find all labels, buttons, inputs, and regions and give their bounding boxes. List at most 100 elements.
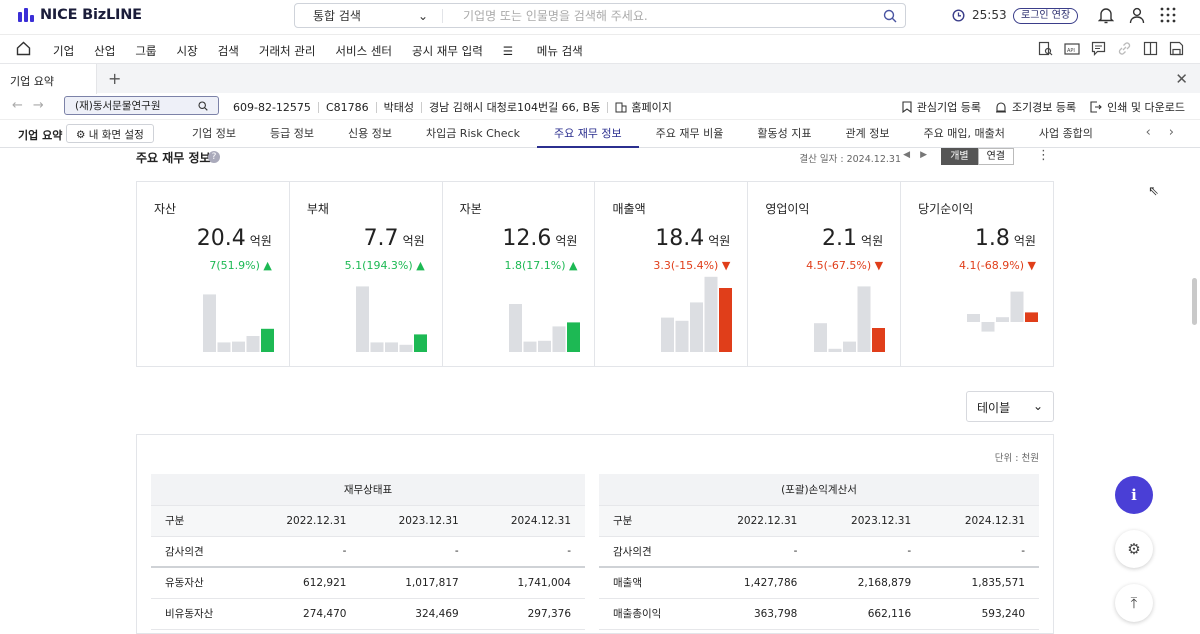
view-mode-select[interactable]: 테이블 ⌄ [966, 391, 1054, 422]
metric-card[interactable]: 자산 20.4 억원 7(51.9%) ▲ [137, 182, 290, 366]
table-cell: 1,017,817 [360, 567, 473, 599]
session-timer: 25:53 [952, 8, 1007, 22]
caret-right-icon[interactable]: ▶ [920, 150, 937, 160]
settings-button[interactable]: ⚙ [1115, 530, 1153, 568]
scrollbar[interactable] [1192, 278, 1197, 325]
subnav-tab[interactable]: 관계 정보 [845, 127, 890, 140]
screen-settings-button[interactable]: ⚙ 내 화면 설정 [66, 124, 154, 143]
menu-item-disclosure-input[interactable]: 공시 재무 입력 [411, 44, 483, 58]
brand-logo[interactable]: NICE BizLINE [18, 7, 142, 23]
save-icon[interactable] [1169, 41, 1184, 56]
more-options-icon[interactable]: ⋮ [1037, 148, 1050, 163]
metric-change-value: 4.1(-68.9%) [959, 259, 1024, 272]
info-icon: i [1131, 486, 1137, 504]
menu-item-industry[interactable]: 산업 [94, 44, 116, 58]
metric-card[interactable]: 부채 7.7 억원 5.1(194.3%) ▲ [290, 182, 443, 366]
table-cell: 유동자산 [151, 567, 249, 599]
login-extend-button[interactable]: 로그인 연장 [1013, 8, 1079, 24]
company-meta: 609-82-12575 C81786 박태성 경남 김해시 대청로104번길 … [233, 99, 672, 115]
mini-chart-bar [261, 328, 274, 352]
metric-mini-chart [203, 294, 274, 352]
search-icon[interactable] [198, 100, 208, 111]
chat-icon[interactable] [1091, 41, 1106, 56]
toggle-separate[interactable]: 개별 [941, 148, 978, 165]
table-cell: - [925, 536, 1039, 568]
tab-company-summary[interactable]: 기업 요약 [0, 64, 97, 94]
table-cell: 612,921 [248, 567, 361, 599]
menu-item-menu-search[interactable]: ☰ 메뉴 검색 [503, 43, 603, 59]
mini-chart-bar [566, 322, 580, 352]
scroll-top-button[interactable]: ⤒ [1115, 584, 1153, 622]
menu-item-company[interactable]: 기업 [53, 44, 75, 58]
settlement-date: 결산 일자 : 2024.12.31 [799, 154, 901, 165]
user-icon[interactable] [1129, 7, 1145, 24]
table-row: 비유동자산 274,470 324,469 297,376 [151, 598, 585, 630]
chevron-down-icon: ⌄ [417, 8, 428, 23]
api-icon[interactable]: API [1064, 41, 1080, 56]
caret-left-icon[interactable]: ◀ [903, 150, 921, 160]
subnav-tab[interactable]: 기업 정보 [192, 127, 236, 140]
bell-icon[interactable] [1098, 7, 1114, 24]
toggle-consolidated[interactable]: 연결 [977, 148, 1014, 165]
menu-item-service-center[interactable]: 서비스 센터 [335, 44, 392, 58]
subnav-tab[interactable]: 활동성 지표 [757, 127, 812, 140]
search-scope-select[interactable]: 통합 검색 ⌄ [295, 8, 443, 23]
company-name-field[interactable]: (재)동서문물연구원 [64, 96, 219, 115]
close-icon[interactable]: ✕ [1175, 70, 1188, 88]
forward-arrow-icon[interactable]: → [32, 98, 44, 113]
unit-label: 단위 : 천원 [994, 453, 1039, 464]
table-caption: (포괄)손익계산서 [599, 474, 1039, 506]
subnav-tab[interactable]: 주요 재무 비율 [655, 127, 724, 140]
link-icon[interactable] [1117, 41, 1132, 56]
search-icon[interactable] [875, 9, 905, 23]
menu-item-group[interactable]: 그룹 [135, 44, 157, 58]
logo-mark-icon [18, 8, 34, 22]
back-arrow-icon[interactable]: ← [12, 98, 23, 113]
metric-change-value: 7(51.9%) [209, 259, 260, 272]
subnav-tab[interactable]: 주요 재무 정보 [536, 120, 639, 148]
apps-grid-icon[interactable] [1160, 7, 1176, 23]
metric-change-value: 4.5(-67.5%) [806, 259, 872, 272]
mini-chart-bar [1010, 291, 1024, 322]
table-cell: 감사의견 [151, 536, 249, 568]
screen-settings-label: 내 화면 설정 [88, 129, 144, 141]
subnav-tab[interactable]: 사업 종합의 [1038, 127, 1093, 140]
mini-chart-bar [719, 288, 733, 352]
add-watchlist-button[interactable]: 관심기업 등록 [902, 99, 981, 115]
metric-card[interactable]: 자본 12.6 억원 1.8(17.1%) ▲ [443, 182, 596, 366]
metric-card[interactable]: 영업이익 2.1 억원 4.5(-67.5%) ▼ [748, 182, 902, 366]
homepage-link[interactable]: 홈페이지 [615, 99, 672, 115]
info-button[interactable]: i [1115, 476, 1153, 514]
financial-cards: 자산 20.4 억원 7(51.9%) ▲ 부채 7.7 억원 5.1(194.3%) ▲ 자본… [136, 181, 1054, 367]
help-icon[interactable]: ? [208, 151, 220, 163]
section-title: 주요 재무 정보 [136, 151, 211, 165]
plus-icon[interactable]: + [108, 69, 122, 88]
table-cell: 593,240 [925, 598, 1039, 630]
company-address: 경남 김해시 대청로104번길 66, B동 [429, 101, 601, 114]
triangle-down-icon: ▼ [721, 259, 731, 272]
chevron-left-icon[interactable]: ‹ [1145, 125, 1151, 140]
metric-unit: 억원 [249, 234, 272, 248]
metric-card[interactable]: 당기순이익 1.8 억원 4.1(-68.9%) ▼ [901, 182, 1053, 366]
early-warning-button[interactable]: 조기경보 등록 [995, 99, 1076, 115]
home-icon[interactable] [16, 41, 31, 56]
menu-item-search[interactable]: 검색 [217, 44, 239, 58]
triangle-up-icon: ▲ [263, 259, 272, 272]
subnav-tab[interactable]: 신용 정보 [347, 127, 392, 140]
subnav-tab[interactable]: 차입금 Risk Check [425, 127, 520, 140]
alarm-icon [995, 102, 1006, 113]
subnav-tab[interactable]: 주요 매입, 매출처 [923, 127, 1005, 140]
metric-number: 7.7 [363, 226, 399, 251]
split-view-icon[interactable] [1143, 41, 1158, 56]
gear-icon: ⚙ [1127, 540, 1141, 558]
menu-item-market[interactable]: 시장 [176, 44, 198, 58]
metric-card[interactable]: 매출액 18.4 억원 3.3(-15.4%) ▼ [595, 182, 749, 366]
document-search-icon[interactable] [1038, 41, 1053, 56]
metric-label: 영업이익 [765, 202, 810, 216]
chevron-right-icon[interactable]: › [1168, 125, 1174, 140]
metric-unit: 억원 [402, 234, 425, 248]
subnav-tab[interactable]: 등급 정보 [269, 127, 314, 140]
menu-item-client-management[interactable]: 거래처 관리 [258, 44, 316, 58]
search-input[interactable]: 기업명 또는 인물명을 검색해 주세요. [463, 9, 648, 23]
print-download-button[interactable]: 인쇄 및 다운로드 [1090, 99, 1185, 115]
